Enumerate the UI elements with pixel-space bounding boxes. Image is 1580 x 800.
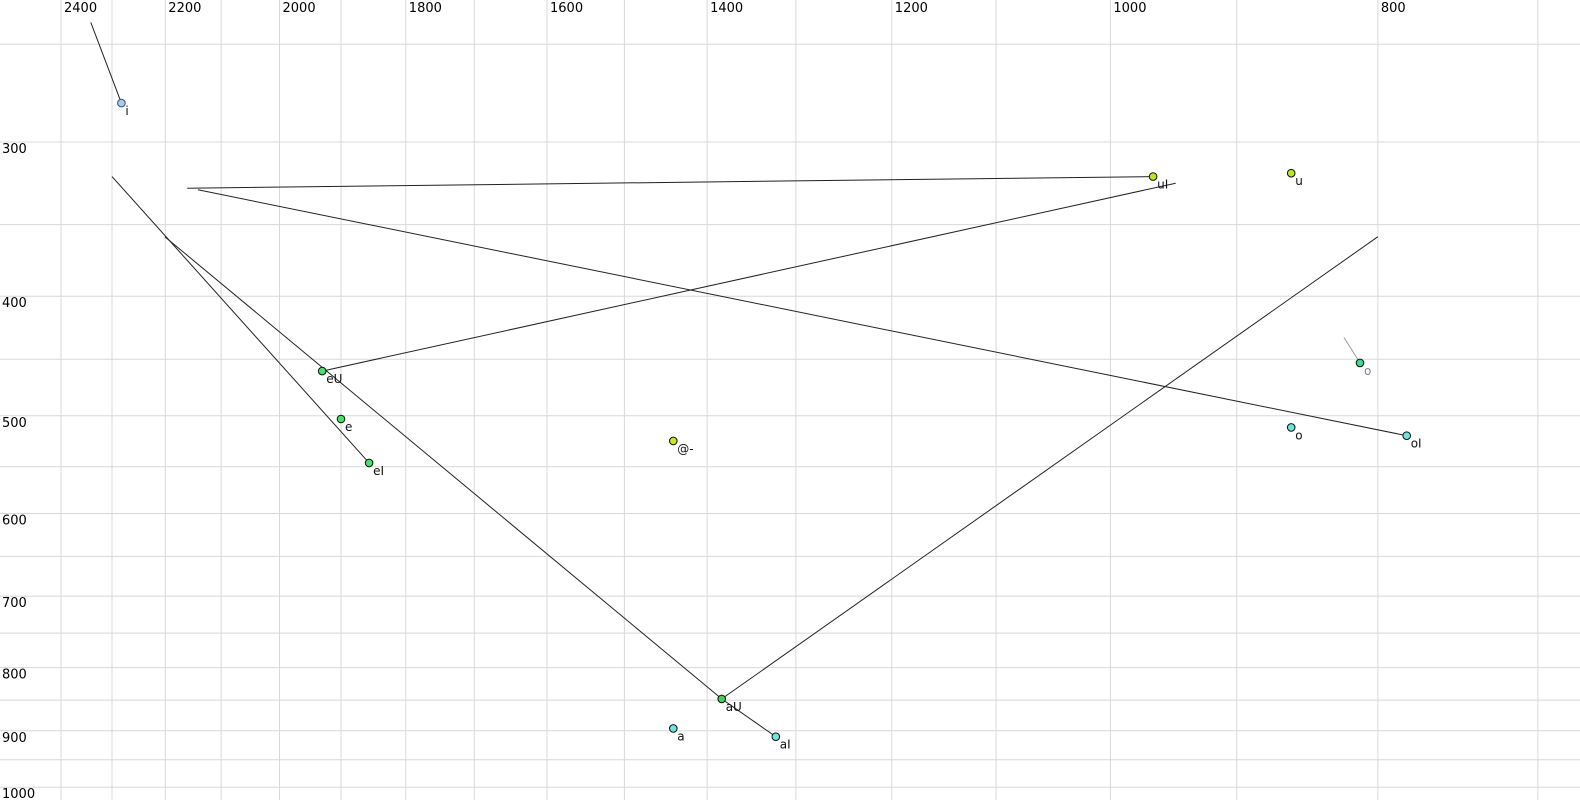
trail-eU [322,182,1176,372]
x-tick-2400: 2400 [64,1,97,16]
vowel-point-eI [364,458,374,468]
x-tick-2000: 2000 [283,1,316,16]
y-tick-1000: 1000 [2,787,35,800]
vowel-label-aI: aI [780,738,791,752]
y-tick-800: 800 [2,668,27,683]
vowel-point-schwa [669,436,678,446]
vowel-label-aU: aU [726,700,742,714]
vowel-points [117,98,1411,742]
vowel-point-a [669,724,678,733]
trail-o-grey [1343,337,1361,364]
vowel-label-o: o [1295,428,1302,442]
diphthong-trails [90,22,1407,738]
trail-eI [111,176,370,464]
vowel-label-uI: uI [1157,178,1168,192]
vowel-point-o [1286,423,1296,432]
x-tick-1400: 1400 [710,1,743,16]
vowel-point-uI [1148,172,1158,181]
vowel-point-e [336,414,346,424]
trail-aU [721,236,1379,700]
x-tick-1800: 1800 [409,1,442,16]
y-tick-600: 600 [2,514,27,529]
trail-aI [164,236,777,738]
vowel-label-e: e [345,420,352,434]
vowel-point-oI [1402,431,1411,441]
vowel-point-u [1286,168,1296,178]
x-tick-1600: 1600 [550,1,583,16]
vowel-point-eU [317,366,327,376]
x-tick-1000: 1000 [1113,1,1146,16]
vowel-point-o-grey [1355,358,1365,368]
vowel-point-i [117,98,126,108]
vowel-point-aI [771,732,781,742]
vowel-label-eI: eI [373,464,384,478]
vowel-label-o-grey: o [1364,364,1371,378]
vowel-point-labels: i uI u eU e eI @- o o oI aU a aI [125,104,1421,752]
y-tick-700: 700 [2,596,27,611]
y-tick-300: 300 [2,142,27,157]
x-tick-800: 800 [1381,1,1406,16]
trail-oI [197,189,1407,437]
vowel-label-eU: eU [326,372,342,386]
vowel-point-aU [717,694,727,704]
vowel-label-oI: oI [1411,437,1422,451]
x-tick-2200: 2200 [168,1,201,16]
vowel-label-schwa: @- [677,442,693,456]
trail-i [90,22,122,104]
y-tick-500: 500 [2,416,27,431]
y-tick-400: 400 [2,296,27,311]
vowel-label-a: a [677,729,684,743]
vowel-label-u: u [1295,174,1303,188]
trail-uI [187,176,1154,189]
vowel-label-i: i [125,104,128,118]
x-tick-1200: 1200 [895,1,928,16]
y-tick-900: 900 [2,731,27,746]
axis-tick-labels: 2400 2200 2000 1800 1600 1400 1200 1000 800 300 40… [2,1,1406,800]
